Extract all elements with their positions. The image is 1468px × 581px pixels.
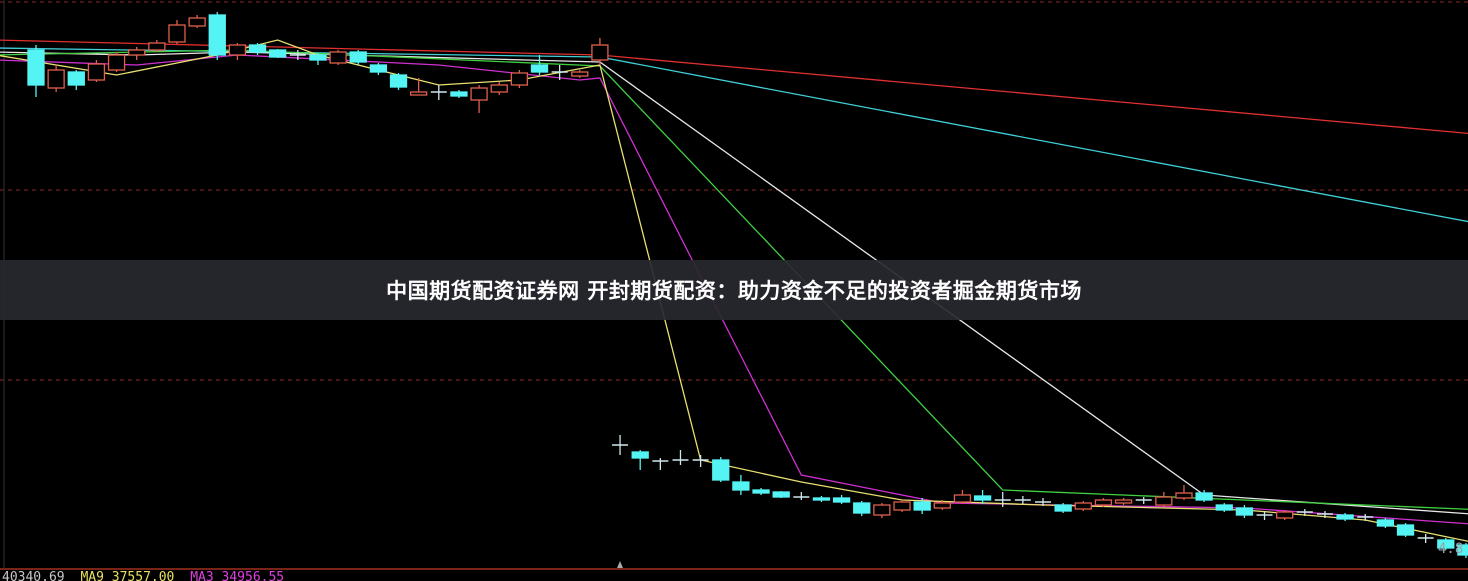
candle-body-up <box>107 54 126 71</box>
candle-body-down <box>389 74 408 88</box>
candle-body-up <box>1276 511 1294 519</box>
candle-body-down <box>1457 544 1468 556</box>
candle-body-down <box>67 71 85 86</box>
candle-body-down <box>450 91 468 97</box>
candle-body-up <box>87 63 106 81</box>
candle-body-up <box>873 504 891 516</box>
candle-body-down <box>530 64 549 73</box>
candle-body-up <box>490 84 508 93</box>
candle-body-down <box>973 495 992 501</box>
candle-body-up <box>1155 496 1173 506</box>
candle-body-up <box>1114 499 1133 504</box>
candle-body-up <box>188 17 206 27</box>
candle-body-down <box>631 451 649 459</box>
candle-body-down <box>27 49 45 86</box>
candle-body-down <box>1054 504 1072 512</box>
candle-body-down <box>1437 539 1455 549</box>
candle-body-up <box>893 501 911 511</box>
candle-body-up <box>329 51 347 64</box>
candle-body-down <box>853 502 871 514</box>
title-banner: 中国期货配资证券网 开封期货配资：助力资金不足的投资者掘金期货市场 <box>0 260 1468 320</box>
candle-body-down <box>913 501 931 511</box>
candle-body-down <box>1376 519 1395 527</box>
price-label: 4.8 <box>1438 541 1464 557</box>
candle-body-up <box>571 71 589 77</box>
candle-body-down <box>309 54 327 61</box>
candle-body-down <box>1396 524 1415 536</box>
marker-triangle-icon <box>617 561 623 568</box>
status-ma3: MA3 34956.55 <box>190 570 285 581</box>
candle-body-down <box>1336 514 1354 520</box>
candle-body-up <box>168 24 186 43</box>
candle-body-down <box>832 497 851 503</box>
candle-body-up <box>933 502 951 509</box>
candle-body-down <box>208 14 226 56</box>
status-ma9: MA9 37557.00 <box>80 570 175 581</box>
candle-body-up <box>228 44 247 56</box>
candle-body-up <box>1094 499 1113 506</box>
candle-body-up <box>1175 492 1193 499</box>
candle-body-down <box>248 44 267 53</box>
candle-body-up <box>953 494 972 503</box>
candle-body-up <box>591 44 609 61</box>
status-bar: 40340.69 MA9 37557.00 MA3 34956.55 <box>2 571 292 581</box>
candle-body-down <box>712 459 730 481</box>
candle-body-up <box>47 69 65 89</box>
candle-body-down <box>1235 507 1254 516</box>
candle-body-down <box>752 489 770 494</box>
candle-body-up <box>470 87 488 101</box>
candle-body-down <box>369 64 388 73</box>
candle-body-down <box>1215 504 1233 511</box>
candle-body-down <box>1195 492 1213 501</box>
candle-body-down <box>269 49 287 58</box>
candle-body-down <box>772 491 790 498</box>
banner-title: 中国期货配资证券网 开封期货配资：助力资金不足的投资者掘金期货市场 <box>386 279 1082 303</box>
candle-body-up <box>510 72 529 86</box>
status-value: 40340.69 <box>2 570 65 581</box>
candle-body-up <box>410 91 428 96</box>
candle-body-down <box>349 51 367 63</box>
candle-body-down <box>812 497 831 501</box>
moving-average-line <box>0 47 1468 223</box>
candle-body-up <box>128 49 146 56</box>
candle-body-down <box>732 481 750 491</box>
candle-body-up <box>1074 502 1092 510</box>
candle-body-up <box>148 42 166 51</box>
moving-average-line <box>0 54 1468 525</box>
